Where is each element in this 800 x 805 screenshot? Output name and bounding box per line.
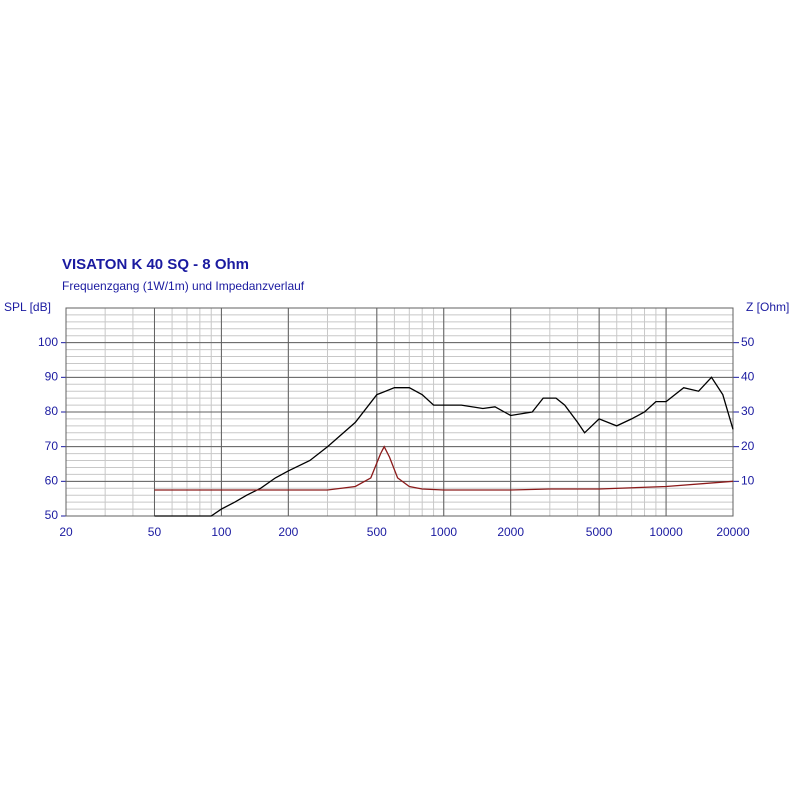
series-line bbox=[154, 445, 734, 491]
x-tick-label: 100 bbox=[211, 525, 231, 539]
y2-tick-label: 30 bbox=[741, 404, 755, 418]
x-tick-label: 500 bbox=[367, 525, 387, 539]
x-tick-label: 5000 bbox=[586, 525, 613, 539]
plot-frame bbox=[65, 307, 734, 517]
chart-title: VISATON K 40 SQ - 8 Ohm bbox=[62, 256, 249, 273]
y2-tick-label: 50 bbox=[741, 335, 755, 349]
y2-tick-label: 20 bbox=[741, 439, 755, 453]
y2-axis-label: Z [Ohm] bbox=[746, 300, 789, 314]
x-tick-label: 2000 bbox=[497, 525, 524, 539]
x-tick-label: 1000 bbox=[430, 525, 457, 539]
y-tick-label: 60 bbox=[45, 474, 59, 488]
x-tick-label: 20000 bbox=[716, 525, 750, 539]
y-tick-label: 80 bbox=[45, 404, 59, 418]
y-tick-label: 70 bbox=[45, 439, 59, 453]
y2-tick-label: 40 bbox=[741, 370, 755, 384]
y-tick-label: 90 bbox=[45, 370, 59, 384]
y-axis-label: SPL [dB] bbox=[4, 300, 51, 314]
chart-subtitle: Frequenzgang (1W/1m) und Impedanzverlauf bbox=[62, 279, 305, 293]
y-tick-label: 100 bbox=[38, 335, 58, 349]
y-tick-label: 50 bbox=[45, 508, 59, 522]
x-tick-label: 50 bbox=[148, 525, 162, 539]
y2-tick-label: 10 bbox=[741, 474, 755, 488]
x-tick-label: 20 bbox=[59, 525, 73, 539]
series-line bbox=[154, 376, 734, 517]
x-tick-label: 10000 bbox=[649, 525, 683, 539]
x-tick-label: 200 bbox=[278, 525, 298, 539]
